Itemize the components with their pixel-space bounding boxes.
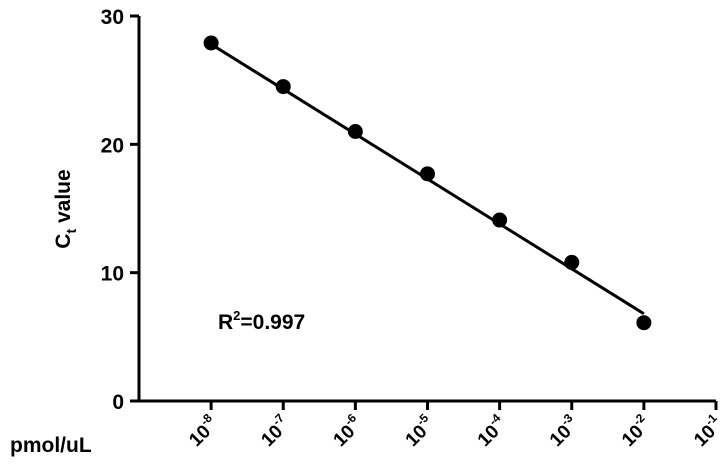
x-tick-label: 10-2 [615, 411, 655, 451]
x-tick-label: 10-3 [543, 411, 583, 451]
axes [137, 16, 716, 403]
data-point [636, 315, 652, 331]
y-tick-label: 30 [101, 6, 124, 29]
x-tick-label: 10-1 [687, 411, 724, 451]
data-point [275, 79, 291, 95]
y-tick-label: 0 [112, 391, 124, 414]
data-point [492, 212, 508, 228]
points-layer [203, 35, 652, 331]
data-point [203, 35, 219, 51]
x-tick-label: 10-7 [255, 411, 295, 451]
data-point [347, 124, 363, 139]
y-axis-label: Ct value [52, 169, 79, 248]
r-squared-annotation: R2=0.997 [218, 308, 305, 334]
y-tick-label: 10 [101, 263, 124, 286]
data-point [420, 166, 435, 182]
y-ticks: 0 10 20 30 [101, 6, 139, 414]
x-tick-label: 10-6 [327, 411, 367, 451]
x-ticks: 10-8 10-7 10-6 10-5 10-4 10-3 10-2 10-1 [182, 401, 724, 451]
data-point [564, 254, 580, 270]
x-tick-label: 10-5 [399, 411, 439, 451]
x-tick-label: 10-8 [182, 411, 222, 451]
y-tick-label: 20 [101, 134, 124, 157]
x-tick-label: 10-4 [471, 411, 511, 451]
x-axis-label: pmol/uL [10, 434, 92, 457]
